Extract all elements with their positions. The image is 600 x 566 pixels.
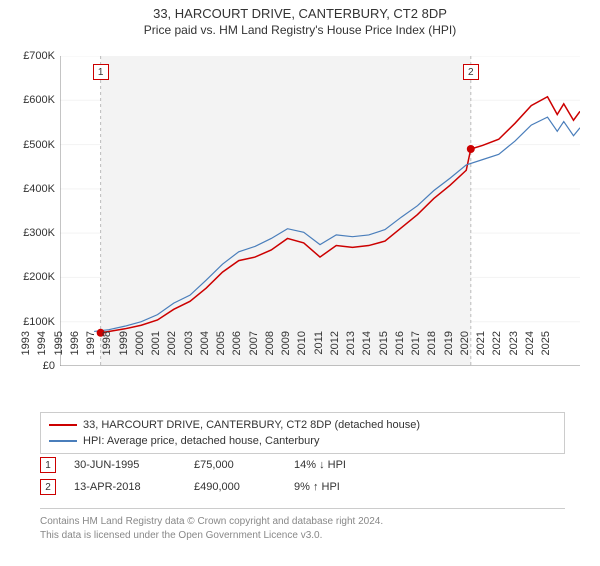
x-tick-label: 2004 [199, 331, 211, 371]
transaction-price: £490,000 [194, 481, 294, 493]
x-tick-label: 1997 [85, 331, 97, 371]
x-tick-label: 2024 [524, 331, 536, 371]
legend-swatch [49, 424, 77, 426]
transaction-date: 30-JUN-1995 [74, 459, 194, 471]
x-tick-label: 1998 [101, 331, 113, 371]
y-tick-label: £500K [23, 139, 55, 151]
x-tick-label: 2010 [296, 331, 308, 371]
y-tick-label: £700K [23, 50, 55, 62]
x-tick-label: 2005 [215, 331, 227, 371]
transaction-price: £75,000 [194, 459, 294, 471]
x-tick-label: 2019 [443, 331, 455, 371]
chart-badge: 2 [463, 64, 479, 80]
x-tick-label: 2025 [540, 331, 552, 371]
x-tick-label: 2011 [313, 331, 325, 371]
chart-badge: 1 [93, 64, 109, 80]
transaction-row: 2 13-APR-2018 £490,000 9% ↑ HPI [40, 476, 394, 498]
y-tick-label: £300K [23, 227, 55, 239]
x-tick-label: 1994 [36, 331, 48, 371]
x-tick-label: 2021 [475, 331, 487, 371]
chart-area: £0£100K£200K£300K£400K£500K£600K£700K199… [60, 56, 580, 366]
x-tick-label: 1999 [118, 331, 130, 371]
y-tick-label: £100K [23, 316, 55, 328]
x-tick-label: 2012 [329, 331, 341, 371]
x-tick-label: 1995 [53, 331, 65, 371]
transactions: 1 30-JUN-1995 £75,000 14% ↓ HPI 2 13-APR… [40, 454, 394, 498]
transaction-diff: 9% ↑ HPI [294, 481, 394, 493]
x-tick-label: 2009 [280, 331, 292, 371]
x-tick-label: 2000 [134, 331, 146, 371]
transaction-row: 1 30-JUN-1995 £75,000 14% ↓ HPI [40, 454, 394, 476]
x-tick-label: 2018 [426, 331, 438, 371]
transaction-diff: 14% ↓ HPI [294, 459, 394, 471]
x-tick-label: 2017 [410, 331, 422, 371]
x-tick-label: 2013 [345, 331, 357, 371]
y-tick-label: £200K [23, 271, 55, 283]
x-tick-label: 2016 [394, 331, 406, 371]
legend-label: HPI: Average price, detached house, Cant… [83, 435, 319, 447]
y-tick-label: £600K [23, 94, 55, 106]
x-tick-label: 2002 [166, 331, 178, 371]
legend: 33, HARCOURT DRIVE, CANTERBURY, CT2 8DP … [40, 412, 565, 454]
x-tick-label: 2014 [361, 331, 373, 371]
transaction-badge: 1 [40, 457, 56, 473]
chart-plot [60, 56, 580, 366]
transaction-badge: 2 [40, 479, 56, 495]
x-tick-label: 1993 [20, 331, 32, 371]
legend-row: 33, HARCOURT DRIVE, CANTERBURY, CT2 8DP … [49, 417, 556, 433]
footer-line: This data is licensed under the Open Gov… [40, 529, 565, 543]
legend-label: 33, HARCOURT DRIVE, CANTERBURY, CT2 8DP … [83, 419, 420, 431]
x-tick-label: 2023 [508, 331, 520, 371]
legend-swatch [49, 440, 77, 442]
x-tick-label: 2022 [491, 331, 503, 371]
chart-title: 33, HARCOURT DRIVE, CANTERBURY, CT2 8DP [0, 6, 600, 21]
x-tick-label: 2015 [378, 331, 390, 371]
transaction-date: 13-APR-2018 [74, 481, 194, 493]
y-tick-label: £400K [23, 183, 55, 195]
chart-container: 33, HARCOURT DRIVE, CANTERBURY, CT2 8DP … [0, 6, 600, 566]
x-tick-label: 1996 [69, 331, 81, 371]
x-tick-label: 2008 [264, 331, 276, 371]
legend-row: HPI: Average price, detached house, Cant… [49, 433, 556, 449]
footer: Contains HM Land Registry data © Crown c… [40, 508, 565, 542]
chart-subtitle: Price paid vs. HM Land Registry's House … [0, 23, 600, 37]
footer-line: Contains HM Land Registry data © Crown c… [40, 515, 565, 529]
x-tick-label: 2007 [248, 331, 260, 371]
x-tick-label: 2003 [183, 331, 195, 371]
x-tick-label: 2020 [459, 331, 471, 371]
x-tick-label: 2006 [231, 331, 243, 371]
x-tick-label: 2001 [150, 331, 162, 371]
